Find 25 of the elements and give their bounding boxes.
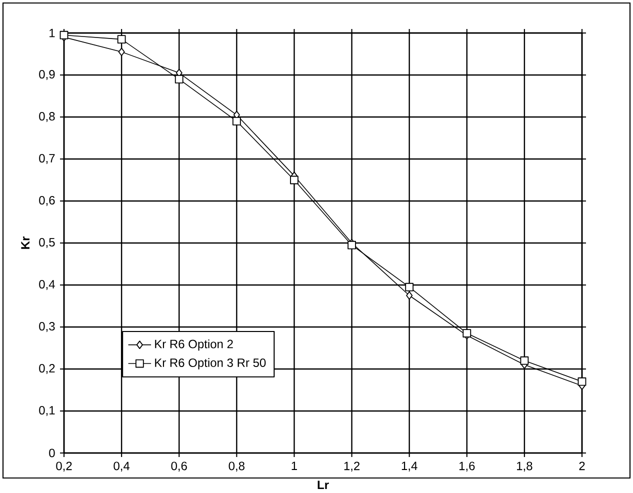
x-tick-label: 0,4 [114,461,130,472]
x-tick-label: 1,2 [344,461,360,472]
x-tick-label: 1,6 [459,461,475,472]
x-tick-label: 1,4 [402,461,418,472]
y-tick-label: 0,3 [39,322,55,332]
x-axis-title: Lr [318,480,329,489]
x-tick-label: 1 [292,461,297,470]
y-tick-label: 0,2 [39,364,55,374]
legend-label: Kr R6 Option 3 Rr 50 [155,358,266,370]
y-tick-label: 1 [50,28,55,37]
x-tick-label: 1,8 [517,461,532,472]
y-tick-label: 0,6 [39,196,55,206]
legend-label: Kr R6 Option 2 [155,339,233,350]
x-tick-label: 0,2 [56,461,72,472]
y-tick-label: 0 [49,448,55,458]
y-tick-label: 0,5 [39,238,55,248]
x-tick-label: 0,6 [171,461,187,472]
y-axis-title: Kr [21,236,30,249]
y-tick-label: 0,1 [39,406,55,416]
x-tick-label: 0,8 [228,461,244,472]
y-tick-label: 0,4 [39,280,55,290]
y-tick-label: 0,9 [39,70,55,80]
x-tick-label: 2 [579,461,585,470]
y-tick-label: 0,7 [39,154,55,164]
y-tick-label: 0,8 [39,112,55,122]
